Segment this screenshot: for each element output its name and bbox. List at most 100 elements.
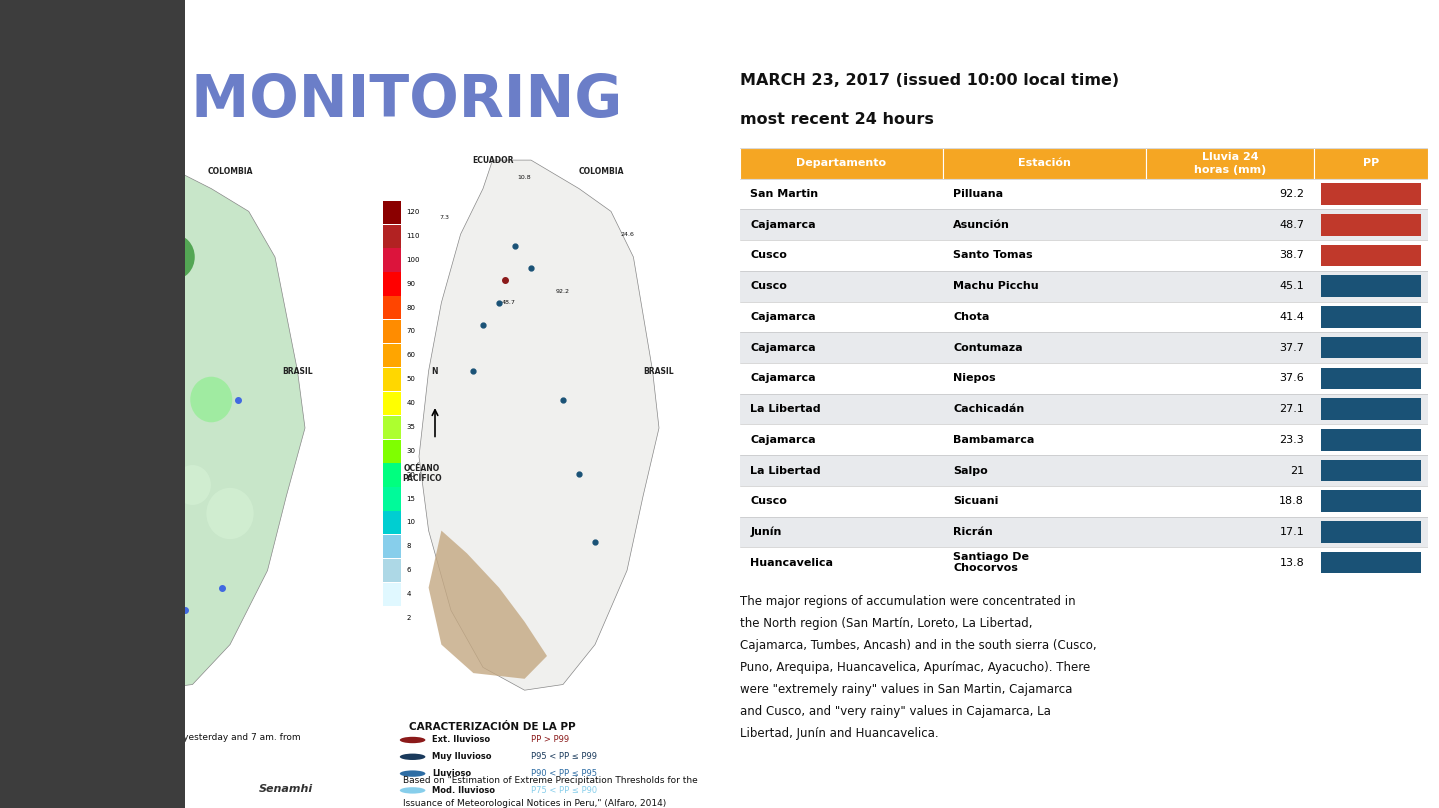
Text: 70: 70 — [406, 328, 416, 335]
Bar — [1314, 455, 1427, 486]
Text: 15: 15 — [406, 495, 416, 502]
Bar — [740, 179, 943, 209]
Text: San Martin: San Martin — [750, 189, 819, 199]
Bar — [383, 200, 401, 224]
Bar — [943, 179, 1145, 209]
Bar — [383, 320, 401, 343]
Text: ECUADOR: ECUADOR — [472, 156, 514, 165]
Bar — [1321, 368, 1422, 389]
Text: Lluvioso: Lluvioso — [432, 769, 471, 778]
Bar — [740, 363, 943, 393]
Bar — [1145, 363, 1314, 393]
Ellipse shape — [43, 436, 79, 477]
Bar — [1321, 245, 1422, 267]
Bar — [943, 301, 1145, 332]
Text: 92.2: 92.2 — [555, 288, 570, 293]
Text: La Libertad: La Libertad — [750, 404, 820, 414]
Bar — [943, 486, 1145, 516]
Text: 40: 40 — [406, 400, 416, 406]
Bar — [1321, 398, 1422, 420]
Text: Cajamarca: Cajamarca — [750, 312, 816, 322]
Text: Ministerio: Ministerio — [63, 13, 101, 22]
Text: Lluvia 24
horas (mm): Lluvia 24 horas (mm) — [1194, 152, 1266, 175]
Text: Senamhi: Senamhi — [259, 784, 312, 794]
Bar — [383, 416, 401, 439]
Bar — [383, 272, 401, 296]
Text: N: N — [432, 367, 439, 376]
Bar — [1145, 455, 1314, 486]
Bar — [1314, 486, 1427, 516]
Bar — [1145, 301, 1314, 332]
Text: MARCH 23, 2017 (issued 10:00 local time): MARCH 23, 2017 (issued 10:00 local time) — [740, 73, 1120, 88]
Text: Cusco: Cusco — [750, 496, 787, 507]
Text: 100: 100 — [406, 257, 420, 263]
Text: 8: 8 — [406, 544, 412, 549]
Text: Cajamarca: Cajamarca — [750, 435, 816, 444]
Text: 23.3: 23.3 — [1279, 435, 1304, 444]
Text: 92.2: 92.2 — [1279, 189, 1304, 199]
Bar — [383, 559, 401, 583]
Text: PP: PP — [1363, 158, 1380, 168]
Bar — [740, 148, 943, 179]
Ellipse shape — [190, 377, 232, 423]
Text: N: N — [39, 378, 46, 387]
Text: Machu Picchu: Machu Picchu — [953, 281, 1039, 291]
Bar — [1314, 240, 1427, 271]
Text: 7.3: 7.3 — [439, 215, 449, 220]
Bar — [383, 297, 401, 319]
Bar — [1321, 521, 1422, 543]
Bar — [943, 424, 1145, 455]
Text: Pilluana: Pilluana — [953, 189, 1003, 199]
Ellipse shape — [59, 377, 101, 423]
Circle shape — [400, 770, 426, 776]
Text: Huancavelica: Huancavelica — [750, 558, 833, 568]
Polygon shape — [24, 160, 305, 690]
Bar — [740, 424, 943, 455]
Text: most recent 24 hours: most recent 24 hours — [740, 112, 934, 128]
Ellipse shape — [94, 260, 141, 311]
Bar — [1145, 179, 1314, 209]
Text: The major regions of accumulation were concentrated in
the North region (San Mar: The major regions of accumulation were c… — [740, 595, 1097, 740]
Text: Contumaza: Contumaza — [953, 343, 1023, 352]
Text: 27.1: 27.1 — [1279, 404, 1304, 414]
Text: 120: 120 — [406, 209, 420, 215]
Bar — [1321, 337, 1422, 359]
Text: Senamhi: Senamhi — [1335, 20, 1403, 35]
Text: 50: 50 — [406, 377, 416, 382]
Text: Precipitation accumulated, 7 am. From yesterday and 7 am. from: Precipitation accumulated, 7 am. From ye… — [4, 733, 301, 742]
Text: 4: 4 — [406, 591, 410, 597]
Bar — [740, 393, 943, 424]
Circle shape — [400, 754, 426, 760]
Text: 60: 60 — [406, 352, 416, 358]
Bar — [1145, 332, 1314, 363]
Bar — [943, 393, 1145, 424]
Bar — [383, 344, 401, 367]
Text: COLOMBIA: COLOMBIA — [207, 167, 253, 176]
Ellipse shape — [153, 234, 194, 280]
Text: Muy lluvioso: Muy lluvioso — [432, 752, 491, 761]
Bar — [383, 440, 401, 463]
Text: PP > P99: PP > P99 — [531, 735, 570, 744]
Text: Cajamarca: Cajamarca — [750, 373, 816, 383]
Text: Cajamarca: Cajamarca — [750, 220, 816, 229]
Ellipse shape — [102, 411, 134, 445]
Bar — [740, 547, 943, 578]
Bar — [383, 535, 401, 558]
Text: Santiago De
Chocorvos: Santiago De Chocorvos — [953, 552, 1029, 574]
Text: La Libertad: La Libertad — [750, 465, 820, 475]
Bar — [1314, 393, 1427, 424]
Text: 10.8: 10.8 — [518, 175, 531, 179]
Text: Cachicadán: Cachicadán — [953, 404, 1025, 414]
Text: Salpo: Salpo — [953, 465, 989, 475]
Bar — [740, 301, 943, 332]
Text: Estación: Estación — [1017, 158, 1071, 168]
Bar — [1145, 547, 1314, 578]
Bar — [943, 332, 1145, 363]
Text: Cusco: Cusco — [750, 281, 787, 291]
Text: 18.8: 18.8 — [1279, 496, 1304, 507]
Bar — [740, 486, 943, 516]
Bar — [1321, 552, 1422, 574]
Text: 24.6: 24.6 — [620, 232, 635, 237]
Bar — [383, 368, 401, 391]
Text: Ext. lluvioso: Ext. lluvioso — [432, 735, 489, 744]
